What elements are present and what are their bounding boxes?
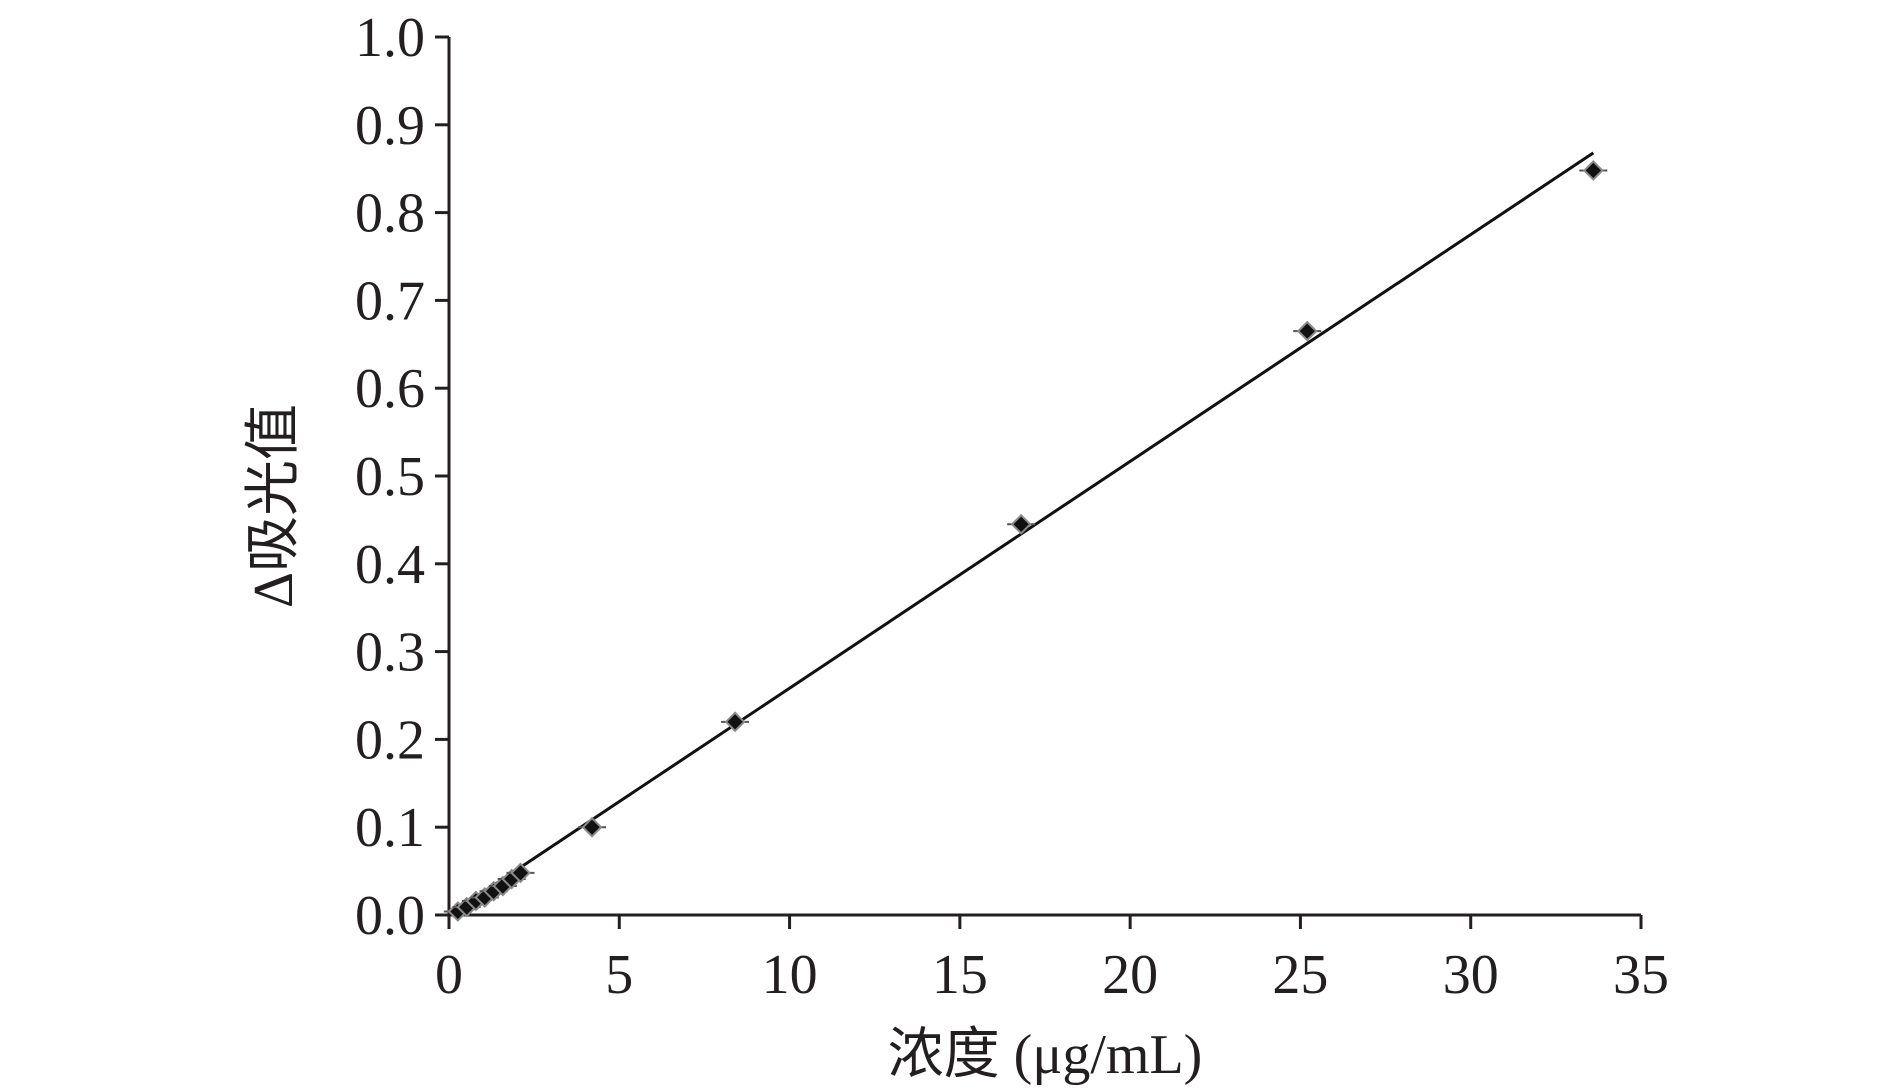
data-point	[1582, 160, 1604, 181]
y-tick-label: 0.7	[355, 270, 425, 332]
y-tick-label: 0.1	[355, 797, 425, 859]
y-axis-title: Δ吸光值	[243, 404, 305, 608]
data-point	[1010, 513, 1032, 535]
data-point	[510, 862, 531, 884]
x-axis-title: 浓度 (μg/mL)	[888, 1024, 1203, 1086]
x-tick-label: 35	[1613, 944, 1669, 1006]
data-point	[1296, 320, 1318, 342]
y-tick-label: 0.4	[355, 534, 425, 596]
x-tick-label: 30	[1443, 944, 1499, 1006]
y-tick-label: 1.0	[355, 7, 425, 69]
y-tick-label: 0.2	[355, 709, 425, 771]
data-point	[724, 711, 746, 733]
x-tick-label: 0	[435, 944, 463, 1006]
y-tick-label: 0.9	[355, 95, 425, 157]
x-tick-label: 10	[762, 944, 818, 1006]
y-tick-label: 0.5	[355, 446, 425, 508]
x-tick-label: 25	[1272, 944, 1328, 1006]
y-tick-label: 0.3	[355, 622, 425, 684]
x-tick-label: 15	[932, 944, 988, 1006]
axes: 0.0 0.1 0.2 0.3 0.4 0.5 0.6 0.7 0.8 0.9 1.0 0 5 10 15 2…	[355, 7, 1669, 1006]
x-tick-label: 5	[605, 944, 633, 1006]
y-tick-label: 0.8	[355, 183, 425, 245]
y-tick-label: 0.6	[355, 358, 425, 420]
x-tick-label: 20	[1102, 944, 1158, 1006]
data-point	[581, 816, 603, 838]
y-tick-label: 0.0	[355, 885, 425, 947]
data-points	[443, 160, 1608, 922]
